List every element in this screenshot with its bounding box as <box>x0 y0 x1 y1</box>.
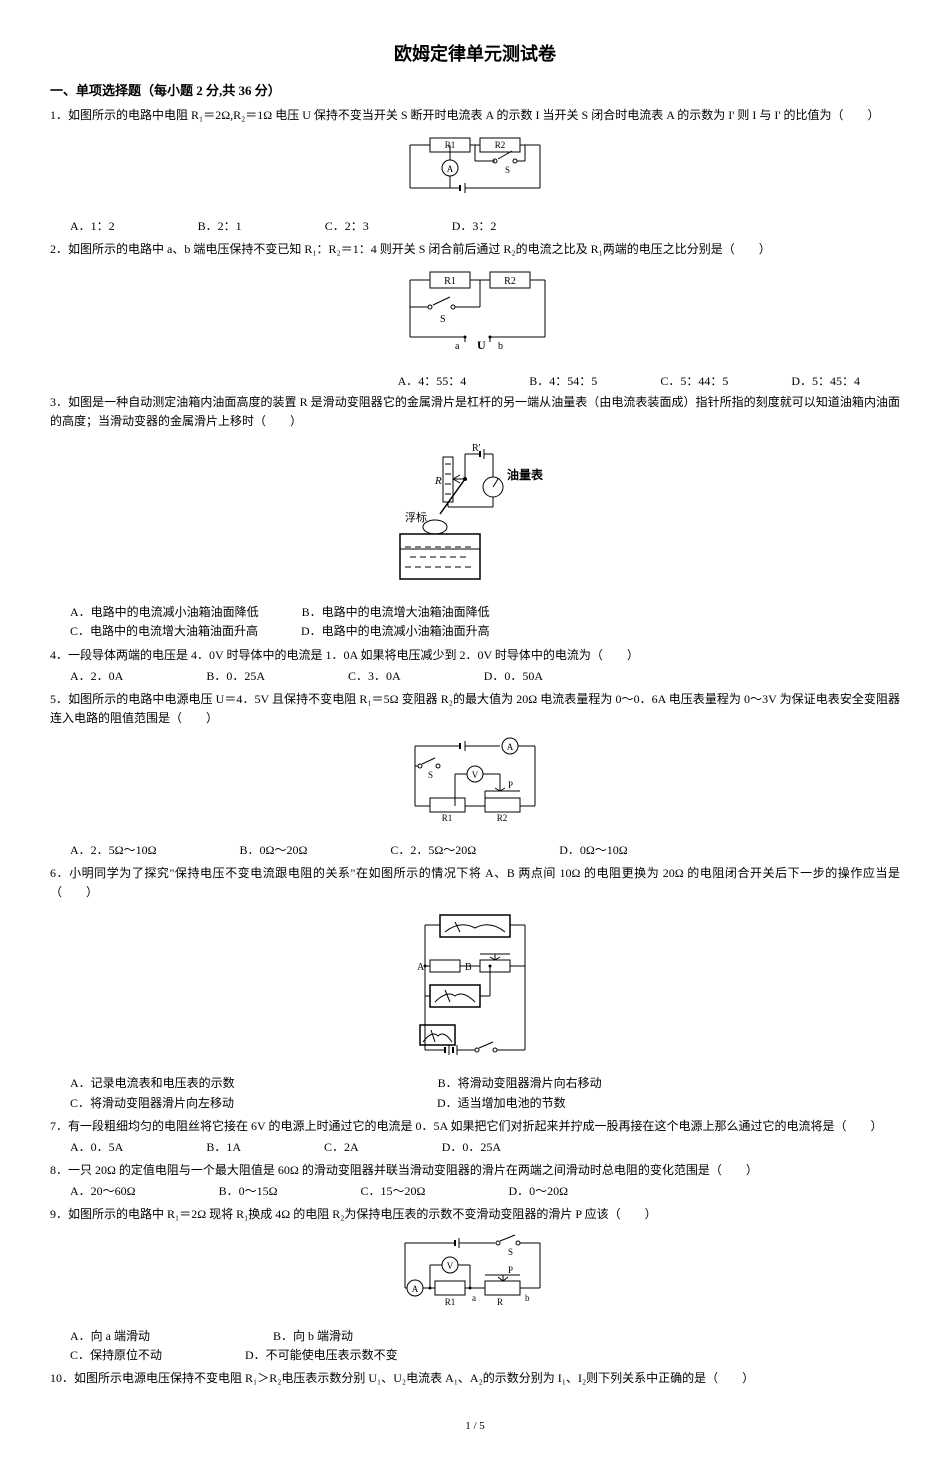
svg-text:A: A <box>412 1284 419 1294</box>
question-3: 3．如图是一种自动测定油箱内油面高度的装置 R 是滑动变阻器它的金属滑片是杠杆的… <box>50 393 900 431</box>
svg-text:a: a <box>472 1293 476 1303</box>
q2-opt-b: B．4：54：5 <box>529 374 597 388</box>
q6-opt-d: D．适当增加电池的节数 <box>437 1094 566 1113</box>
q6-diagram: A B <box>50 910 900 1066</box>
section-header: 一、单项选择题（每小题 2 分,共 36 分） <box>50 81 900 102</box>
svg-text:油量表: 油量表 <box>507 467 544 482</box>
svg-text:B: B <box>465 962 472 973</box>
q1-opt-d: D．3：2 <box>452 217 497 236</box>
q1-diagram: R1 R2 A S <box>50 133 900 209</box>
q3-options: A．电路中的电流减小油箱油面降低 B．电路中的电流增大油箱油面降低 C．电路中的… <box>70 603 900 641</box>
question-6: 6．小明同学为了探究"保持电压不变电流跟电阻的关系"在如图所示的情况下将 A、B… <box>50 864 900 902</box>
svg-text:R: R <box>497 1297 503 1307</box>
q9-opt-a: A．向 a 端滑动 <box>70 1327 150 1346</box>
q1-options: A．1：2 B．2：1 C．2：3 D．3：2 <box>70 217 900 236</box>
question-1: 1．如图所示的电路中电阻 R₁＝2Ω,R₂＝1Ω 电压 U 保持不变当开关 S … <box>50 106 900 125</box>
svg-text:R2: R2 <box>497 813 508 823</box>
q8-opt-d: D．0～20Ω <box>508 1182 568 1201</box>
q2-opt-a: A．4：55：4 <box>398 374 467 388</box>
question-8: 8．一只 20Ω 的定值电阻与一个最大阻值是 60Ω 的滑动变阻器并联当滑动变阻… <box>50 1161 900 1180</box>
svg-text:A: A <box>417 962 425 973</box>
q8-opt-b: B．0～15Ω <box>219 1182 278 1201</box>
q9-opt-b: B．向 b 端滑动 <box>273 1327 353 1346</box>
q4-options: A．2．0A B．0．25A C．3．0A D．0．50A <box>70 667 900 686</box>
page-number: 1 / 5 <box>50 1418 900 1436</box>
svg-text:浮标: 浮标 <box>405 510 427 524</box>
q4-opt-a: A．2．0A <box>70 667 123 686</box>
q2-options: A．4：55：4 B．4：54：5 C．5：44：5 D．5：45：4 <box>50 372 900 391</box>
q4-opt-b: B．0．25A <box>206 667 265 686</box>
svg-text:b: b <box>498 341 503 352</box>
q5-opt-b: B．0Ω～20Ω <box>240 841 308 860</box>
svg-text:R: R <box>434 475 442 487</box>
q5-opt-a: A．2．5Ω～10Ω <box>70 841 157 860</box>
question-5: 5．如图所示的电路中电源电压 U＝4．5V 且保持不变电阻 R₁＝5Ω 变阻器 … <box>50 690 900 728</box>
q3-opt-d: D．电路中的电流减小油箱油面升高 <box>301 622 490 641</box>
svg-text:P: P <box>508 780 513 790</box>
q6-opt-a: A．记录电流表和电压表的示数 <box>70 1074 235 1093</box>
q2-diagram: R1 R2 S a U b <box>50 267 900 363</box>
q6-opt-b: B．将滑动变阻器滑片向右移动 <box>438 1074 602 1093</box>
svg-text:R2: R2 <box>504 276 516 287</box>
q1-opt-a: A．1：2 <box>70 217 115 236</box>
svg-text:A: A <box>447 164 454 174</box>
svg-text:S: S <box>508 1247 513 1257</box>
question-7: 7．有一段粗细均匀的电阻丝将它接在 6V 的电源上时通过它的电流是 0．5A 如… <box>50 1117 900 1136</box>
q3-opt-c: C．电路中的电流增大油箱油面升高 <box>70 622 258 641</box>
svg-text:S: S <box>428 770 433 780</box>
q3-diagram: R R' 油量表 浮标 <box>50 439 900 595</box>
svg-text:b: b <box>525 1293 530 1303</box>
q1-opt-c: C．2：3 <box>325 217 369 236</box>
q6-options: A．记录电流表和电压表的示数 B．将滑动变阻器滑片向右移动 C．将滑动变阻器滑片… <box>70 1074 900 1112</box>
page-title: 欧姆定律单元测试卷 <box>50 40 900 69</box>
q7-opt-a: A．0．5A <box>70 1138 123 1157</box>
q5-options: A．2．5Ω～10Ω B．0Ω～20Ω C．2．5Ω～20Ω D．0Ω～10Ω <box>70 841 900 860</box>
q6-opt-c: C．将滑动变阻器滑片向左移动 <box>70 1094 234 1113</box>
svg-text:R1: R1 <box>444 276 456 287</box>
svg-text:A: A <box>507 742 514 752</box>
q8-options: A．20～60Ω B．0～15Ω C．15～20Ω D．0～20Ω <box>70 1182 900 1201</box>
question-9: 9．如图所示的电路中 R₁＝2Ω 现将 R₁换成 4Ω 的电阻 R₂为保持电压表… <box>50 1205 900 1224</box>
q5-diagram: A S V P R1 R2 <box>50 736 900 832</box>
svg-text:R1: R1 <box>442 813 453 823</box>
q4-opt-d: D．0．50A <box>484 667 543 686</box>
q9-diagram: S A R1 a P R b V <box>50 1233 900 1319</box>
question-4: 4．一段导体两端的电压是 4．0V 时导体中的电流是 1．0A 如果将电压减少到… <box>50 646 900 665</box>
svg-text:R2: R2 <box>495 140 506 150</box>
q7-options: A．0．5A B．1A C．2A D．0．25A <box>70 1138 900 1157</box>
q4-opt-c: C．3．0A <box>348 667 401 686</box>
q2-opt-c: C．5：44：5 <box>660 374 728 388</box>
q8-opt-c: C．15～20Ω <box>361 1182 426 1201</box>
svg-text:P: P <box>508 1265 513 1275</box>
svg-text:S: S <box>440 314 446 325</box>
q7-opt-c: C．2A <box>324 1138 359 1157</box>
q7-opt-b: B．1A <box>206 1138 241 1157</box>
q9-opt-c: C．保持原位不动 <box>70 1346 162 1365</box>
svg-text:R1: R1 <box>445 1297 456 1307</box>
q8-opt-a: A．20～60Ω <box>70 1182 136 1201</box>
q9-options: A．向 a 端滑动 B．向 b 端滑动 C．保持原位不动 D．不可能使电压表示数… <box>70 1327 900 1365</box>
q1-opt-b: B．2：1 <box>198 217 242 236</box>
svg-text:V: V <box>472 770 479 780</box>
svg-text:a: a <box>455 341 460 352</box>
q5-opt-c: C．2．5Ω～20Ω <box>390 841 476 860</box>
q3-opt-b: B．电路中的电流增大油箱油面降低 <box>302 603 490 622</box>
q9-opt-d: D．不可能使电压表示数不变 <box>245 1346 398 1365</box>
q2-opt-d: D．5：45：4 <box>791 374 860 388</box>
question-2: 2．如图所示的电路中 a、b 端电压保持不变已知 R₁：R₂＝1：4 则开关 S… <box>50 240 900 259</box>
question-10: 10．如图所示电源电压保持不变电阻 R₁＞R₂电压表示数分别 U₁、U₂电流表 … <box>50 1369 900 1388</box>
svg-text:S: S <box>505 165 510 175</box>
q7-opt-d: D．0．25A <box>442 1138 501 1157</box>
q5-opt-d: D．0Ω～10Ω <box>559 841 628 860</box>
svg-text:V: V <box>447 1261 454 1271</box>
q3-opt-a: A．电路中的电流减小油箱油面降低 <box>70 603 259 622</box>
svg-text:U: U <box>477 338 486 352</box>
